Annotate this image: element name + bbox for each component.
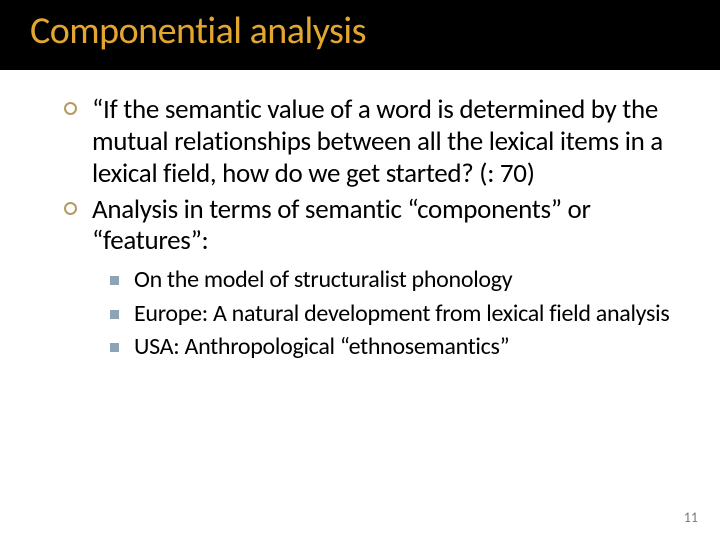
list-item: USA: Anthropological “ethnosemantics” xyxy=(110,332,676,361)
list-item: Analysis in terms of semantic “component… xyxy=(64,194,676,362)
page-number: 11 xyxy=(684,509,698,526)
list-item: On the model of structuralist phonology xyxy=(110,265,676,294)
bullet-text: On the model of structuralist phonology xyxy=(134,265,512,294)
bullet-list-level1: “If the semantic value of a word is dete… xyxy=(64,94,676,361)
slide: Componential analysis “If the semantic v… xyxy=(0,0,720,540)
list-item: “If the semantic value of a word is dete… xyxy=(64,94,676,190)
bullet-text: Analysis in terms of semantic “component… xyxy=(92,193,591,258)
title-bar: Componential analysis xyxy=(0,0,720,70)
bullet-text: USA: Anthropological “ethnosemantics” xyxy=(134,332,509,361)
slide-body: “If the semantic value of a word is dete… xyxy=(0,70,720,361)
list-item: Europe: A natural development from lexic… xyxy=(110,299,676,328)
bullet-list-level2: On the model of structuralist phonology … xyxy=(92,265,676,361)
slide-title: Componential analysis xyxy=(0,8,720,54)
bullet-text: “If the semantic value of a word is dete… xyxy=(92,93,663,190)
bullet-text: Europe: A natural development from lexic… xyxy=(134,299,669,328)
